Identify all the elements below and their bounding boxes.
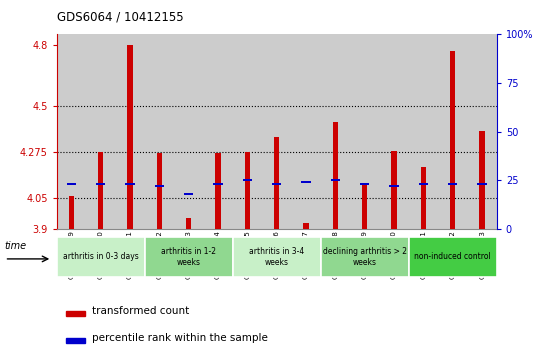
- Text: transformed count: transformed count: [92, 306, 189, 316]
- Bar: [272, 183, 281, 185]
- Bar: [262, 34, 292, 229]
- Bar: [98, 152, 103, 229]
- Text: arthritis in 0-3 days: arthritis in 0-3 days: [63, 252, 139, 261]
- Bar: [350, 34, 380, 229]
- Bar: [389, 185, 399, 187]
- FancyBboxPatch shape: [145, 237, 233, 277]
- Text: non-induced control: non-induced control: [414, 252, 491, 261]
- Bar: [57, 34, 86, 229]
- Bar: [409, 34, 438, 229]
- FancyBboxPatch shape: [409, 237, 497, 277]
- Bar: [438, 34, 468, 229]
- Text: declining arthritis > 2
weeks: declining arthritis > 2 weeks: [323, 247, 407, 267]
- Bar: [154, 185, 164, 187]
- Bar: [450, 51, 455, 229]
- FancyBboxPatch shape: [233, 237, 321, 277]
- Bar: [468, 34, 497, 229]
- Bar: [86, 34, 116, 229]
- Bar: [157, 153, 162, 229]
- Bar: [69, 196, 74, 229]
- Text: time: time: [4, 241, 26, 252]
- Bar: [233, 34, 262, 229]
- Bar: [477, 183, 487, 185]
- FancyBboxPatch shape: [57, 237, 145, 277]
- Bar: [321, 34, 350, 229]
- Bar: [213, 183, 223, 185]
- Bar: [480, 131, 485, 229]
- Text: percentile rank within the sample: percentile rank within the sample: [92, 334, 268, 343]
- Text: arthritis in 1-2
weeks: arthritis in 1-2 weeks: [161, 247, 216, 267]
- Bar: [333, 122, 338, 229]
- Bar: [380, 34, 409, 229]
- Bar: [421, 167, 426, 229]
- Bar: [303, 223, 309, 229]
- Text: GDS6064 / 10412155: GDS6064 / 10412155: [57, 11, 183, 24]
- Bar: [274, 137, 279, 229]
- Bar: [301, 181, 311, 183]
- Bar: [65, 338, 85, 343]
- Bar: [116, 34, 145, 229]
- Bar: [186, 219, 191, 229]
- Bar: [418, 183, 428, 185]
- Text: arthritis in 3-4
weeks: arthritis in 3-4 weeks: [249, 247, 305, 267]
- Bar: [392, 151, 397, 229]
- Bar: [360, 183, 369, 185]
- Bar: [125, 183, 135, 185]
- Bar: [204, 34, 233, 229]
- Bar: [66, 183, 76, 185]
- Bar: [245, 152, 250, 229]
- Bar: [215, 153, 221, 229]
- Bar: [242, 179, 252, 182]
- Bar: [145, 34, 174, 229]
- FancyBboxPatch shape: [321, 237, 409, 277]
- Bar: [96, 183, 105, 185]
- Bar: [292, 34, 321, 229]
- Bar: [184, 192, 193, 195]
- Bar: [127, 45, 133, 229]
- Bar: [65, 311, 85, 316]
- Bar: [174, 34, 204, 229]
- Bar: [330, 179, 340, 182]
- Bar: [362, 184, 367, 229]
- Bar: [448, 183, 457, 185]
